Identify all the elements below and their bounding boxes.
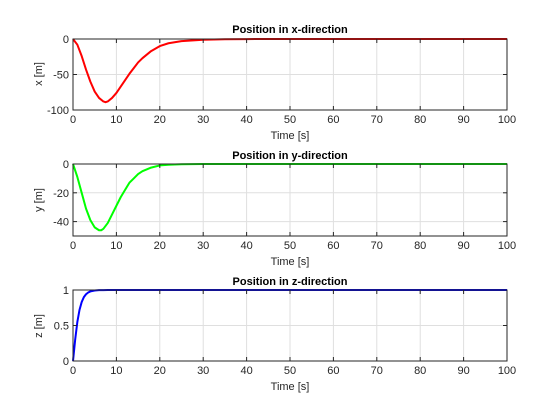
subplot-x-x-tick-label: 40 bbox=[240, 114, 252, 126]
subplot-z-x-tick-label: 60 bbox=[327, 365, 339, 377]
subplot-z-x-tick-label: 40 bbox=[240, 365, 252, 377]
subplot-z-x-tick-label: 30 bbox=[197, 365, 209, 377]
subplot-x-x-tick-label: 20 bbox=[154, 114, 166, 126]
subplot-x-y-tick-label: 0 bbox=[63, 34, 69, 46]
subplot-y-x-tick-label: 40 bbox=[240, 240, 252, 252]
subplot-z-xlabel: Time [s] bbox=[271, 381, 310, 393]
subplot-x: 0 10 20 30 40 50 60 70 80 90 100 -100 -50 0 Position i… bbox=[33, 24, 516, 142]
subplot-x-y-tick-label: -50 bbox=[53, 70, 69, 82]
subplot-z-x-tick-label: 10 bbox=[110, 365, 122, 377]
subplot-y-x-tick-label: 0 bbox=[70, 240, 76, 252]
subplot-y-y-tick-label: 0 bbox=[63, 159, 69, 171]
subplot-y: 0 10 20 30 40 50 60 70 80 90 100 -40 -20 0 Position in… bbox=[33, 150, 516, 268]
subplot-z-x-tick-label: 80 bbox=[414, 365, 426, 377]
subplot-x-x-tick-label: 50 bbox=[284, 114, 296, 126]
subplot-y-x-tick-label: 50 bbox=[284, 240, 296, 252]
subplot-y-y-tick-label: -20 bbox=[53, 188, 69, 200]
subplot-x-x-tick-label: 60 bbox=[327, 114, 339, 126]
subplot-y-x-tick-label: 30 bbox=[197, 240, 209, 252]
subplot-x-title: Position in x-direction bbox=[232, 24, 348, 36]
subplot-z-x-tick-label: 50 bbox=[284, 365, 296, 377]
subplot-z-x-tick-label: 0 bbox=[70, 365, 76, 377]
subplot-x-x-tick-label: 80 bbox=[414, 114, 426, 126]
subplot-x-x-tick-label: 0 bbox=[70, 114, 76, 126]
subplot-x-x-tick-label: 70 bbox=[371, 114, 383, 126]
subplot-z-x-tick-label: 100 bbox=[498, 365, 516, 377]
subplot-z-x-tick-label: 20 bbox=[154, 365, 166, 377]
subplot-z-x-tick-label: 70 bbox=[371, 365, 383, 377]
subplot-y-x-tick-label: 90 bbox=[457, 240, 469, 252]
subplot-z-title: Position in z-direction bbox=[233, 276, 348, 288]
subplot-y-x-tick-label: 70 bbox=[371, 240, 383, 252]
subplot-y-y-tick-label: -40 bbox=[53, 217, 69, 229]
subplot-y-x-tick-label: 10 bbox=[110, 240, 122, 252]
subplot-z-x-tick-label: 90 bbox=[457, 365, 469, 377]
subplot-x-x-tick-label: 90 bbox=[457, 114, 469, 126]
subplot-y-xlabel: Time [s] bbox=[271, 256, 310, 268]
subplot-x-x-tick-label: 100 bbox=[498, 114, 516, 126]
subplot-y-x-tick-label: 20 bbox=[154, 240, 166, 252]
subplot-y-x-tick-label: 100 bbox=[498, 240, 516, 252]
subplot-y-ylabel: y [m] bbox=[33, 188, 45, 212]
subplot-x-xlabel: Time [s] bbox=[271, 130, 310, 142]
subplot-y-x-tick-label: 60 bbox=[327, 240, 339, 252]
subplot-x-x-tick-label: 30 bbox=[197, 114, 209, 126]
subplot-y-title: Position in y-direction bbox=[232, 150, 348, 162]
subplot-z-y-tick-label: 1 bbox=[63, 285, 69, 297]
subplot-z-ylabel: z [m] bbox=[33, 314, 45, 338]
subplot-z-y-tick-label: 0 bbox=[63, 356, 69, 368]
subplot-x-x-tick-label: 10 bbox=[110, 114, 122, 126]
subplot-x-y-tick-label: -100 bbox=[47, 105, 69, 117]
subplot-z: 0 10 20 30 40 50 60 70 80 90 100 0 0.5 1 Position in z… bbox=[33, 276, 516, 393]
subplot-y-x-tick-label: 80 bbox=[414, 240, 426, 252]
subplot-x-ylabel: x [m] bbox=[33, 62, 45, 86]
subplot-z-y-tick-label: 0.5 bbox=[54, 321, 69, 333]
